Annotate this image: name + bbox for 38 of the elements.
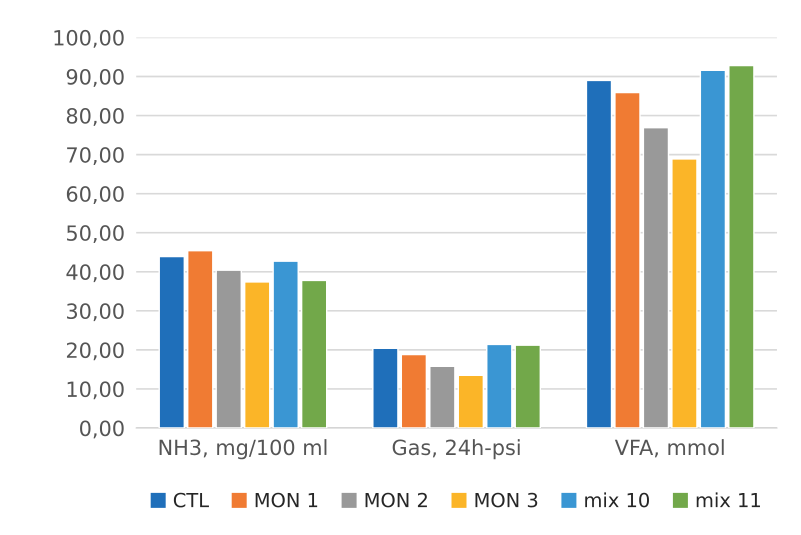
x-tick-label: Gas, 24h-psi	[392, 439, 520, 460]
bar	[458, 374, 484, 428]
y-tick-label: 0,00	[80, 420, 124, 438]
bar	[700, 70, 726, 428]
bar	[300, 280, 328, 428]
y-tick-label: 80,00	[66, 108, 124, 126]
bar	[671, 158, 698, 428]
x-tick-label: NH3, mg/100 ml	[160, 439, 326, 460]
legend-label: mix 10	[585, 492, 649, 508]
bar	[486, 344, 513, 428]
legend-label: mix 11	[696, 492, 760, 508]
bar	[429, 366, 456, 428]
bar	[514, 344, 541, 428]
y-tick-label: 30,00	[67, 303, 124, 322]
legend-label: CTL	[174, 492, 209, 508]
y-tick-label: 100,00	[54, 30, 124, 48]
bar	[272, 260, 299, 428]
y-tick-label: 70,00	[67, 147, 124, 165]
y-tick-label: 90,00	[66, 68, 124, 87]
bar	[614, 92, 641, 428]
y-tick-label: 50,00	[67, 225, 124, 244]
bar	[400, 354, 428, 428]
bar	[216, 270, 242, 428]
legend-label: MON 2	[366, 492, 427, 508]
bar	[642, 126, 670, 428]
y-tick-label: 10,00	[68, 381, 124, 400]
bar	[158, 256, 185, 428]
bar	[244, 281, 270, 428]
y-tick-label: 40,00	[66, 264, 124, 282]
bar	[586, 80, 612, 428]
y-tick-label: 60,00	[66, 186, 124, 204]
bar	[728, 64, 755, 428]
x-tick-label: VFA, mmol	[614, 439, 724, 458]
legend-label: MON 1	[256, 492, 318, 508]
legend-label: MON 3	[475, 492, 538, 508]
bar	[372, 348, 399, 428]
bar	[187, 250, 214, 428]
y-tick-label: 20,00	[66, 342, 124, 360]
